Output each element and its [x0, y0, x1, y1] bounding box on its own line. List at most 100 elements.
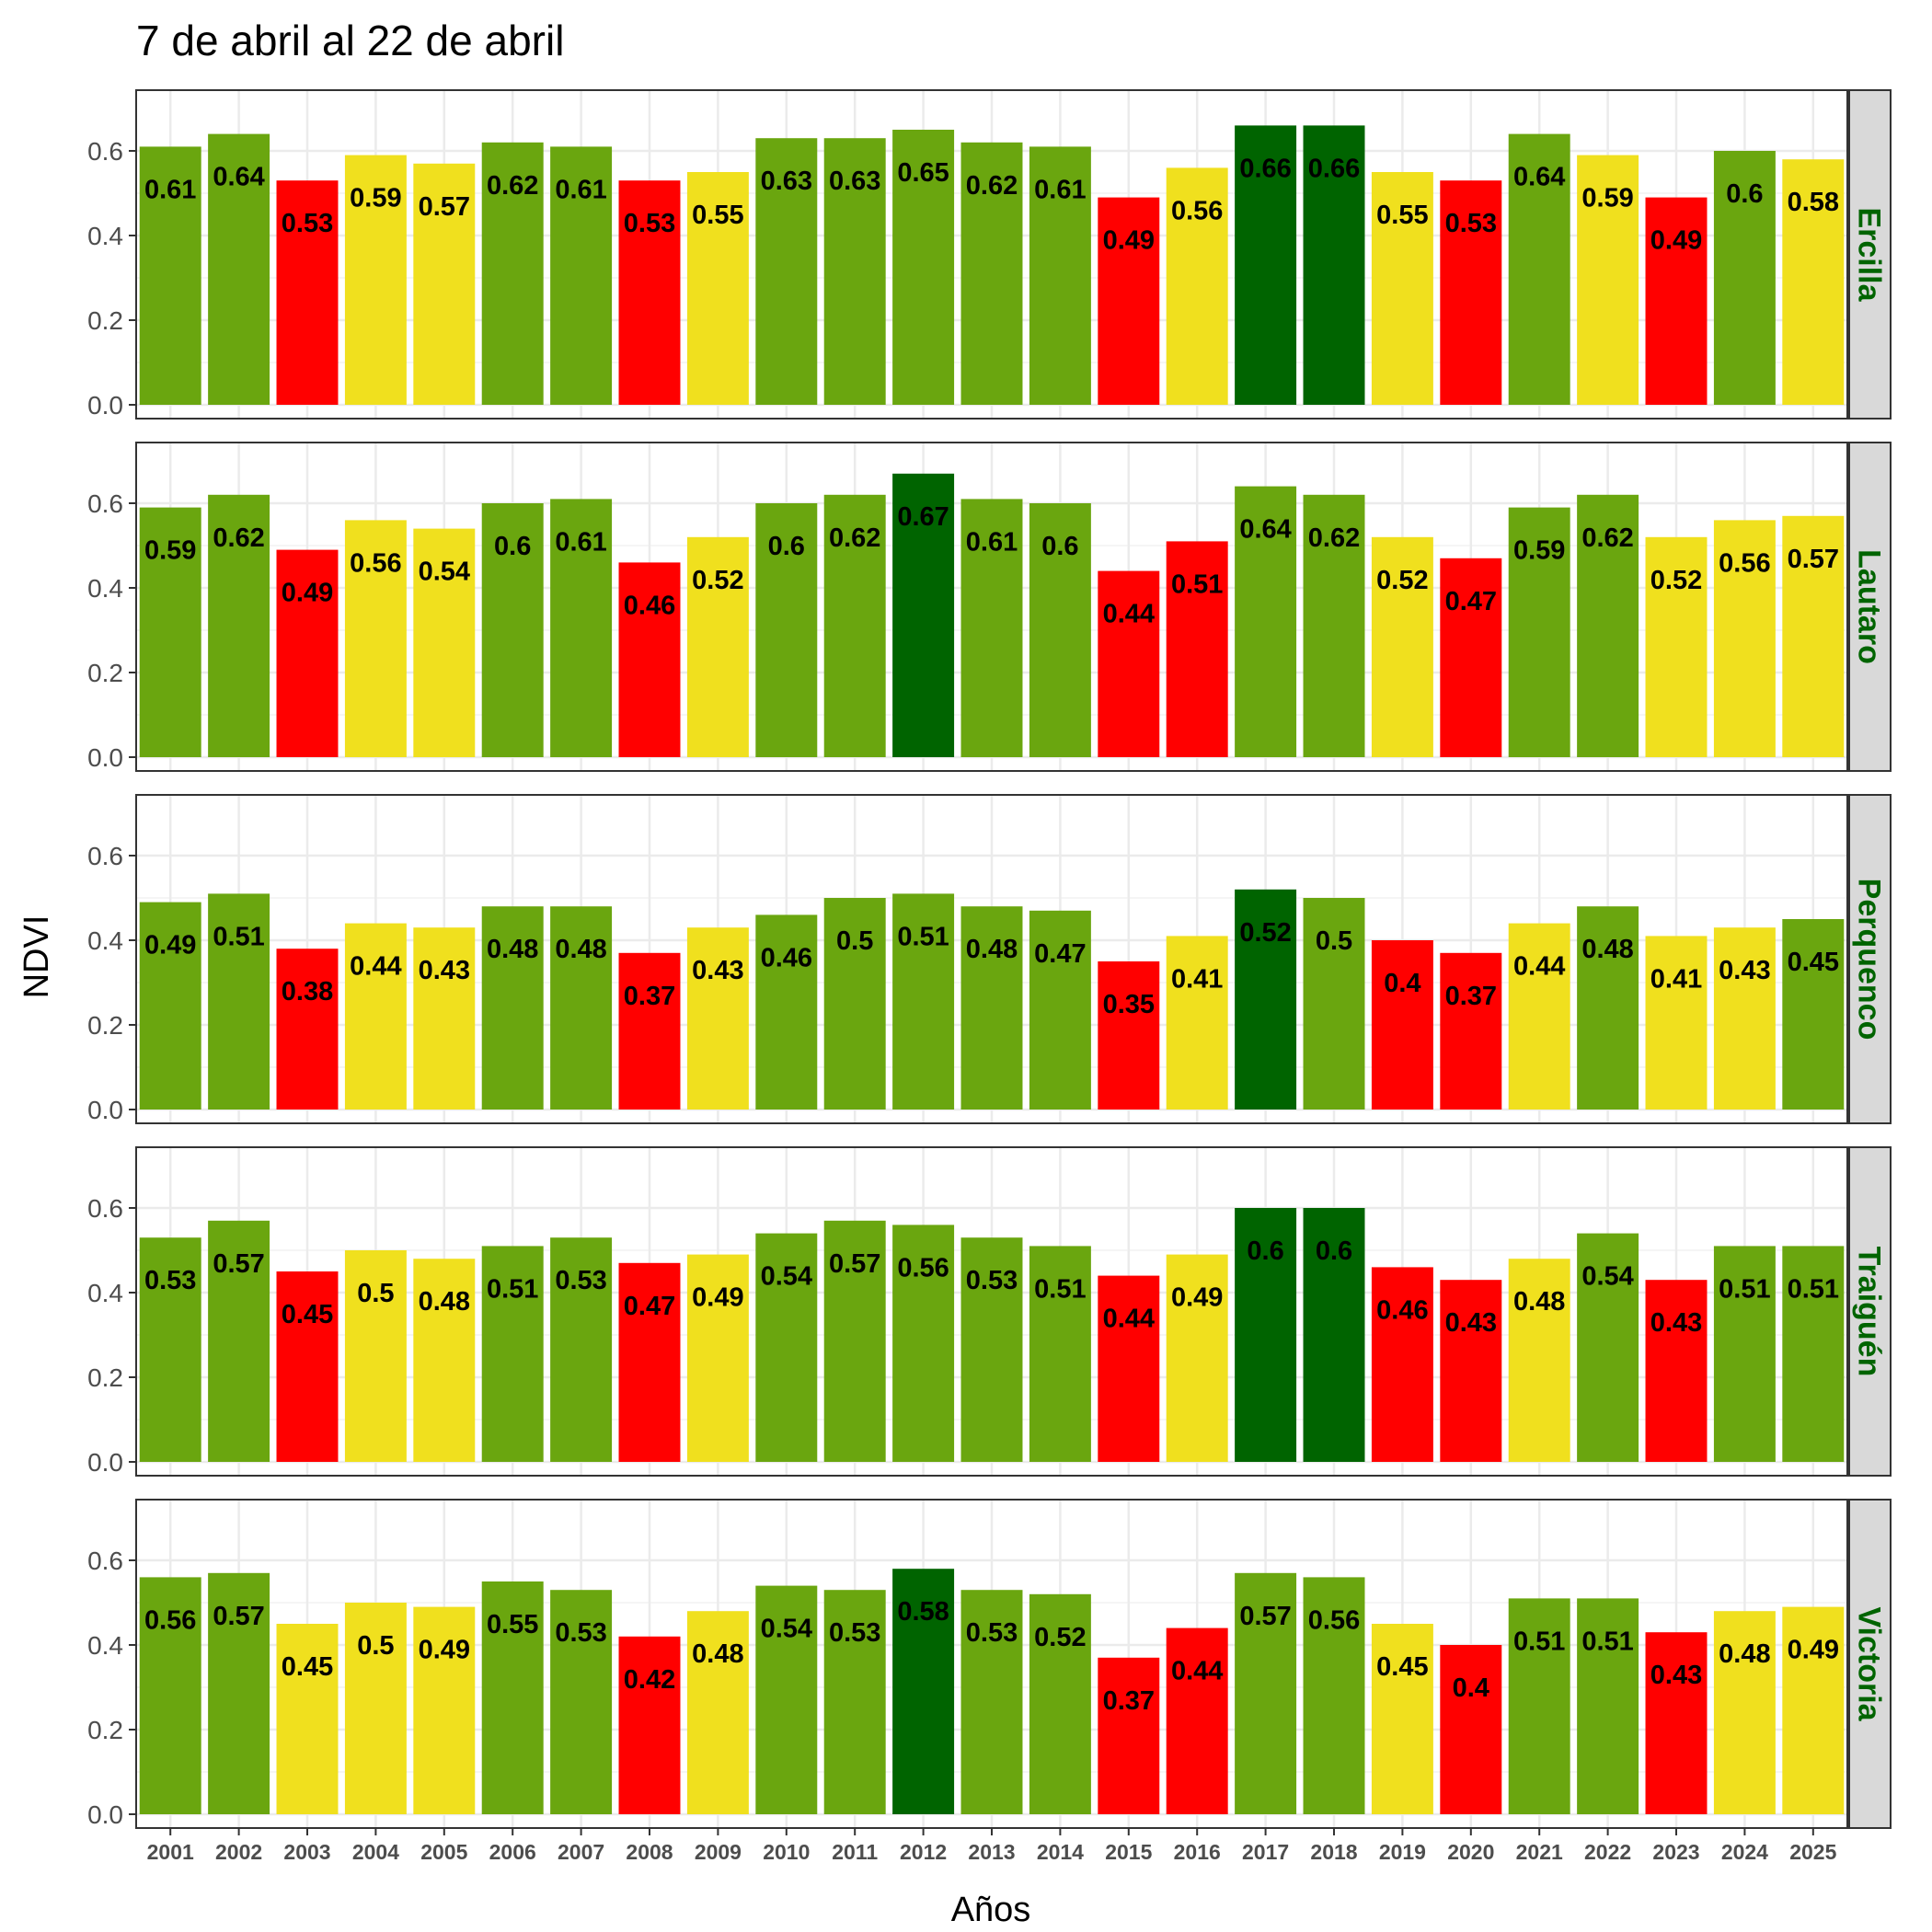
bar: [1235, 889, 1297, 1110]
bar: [208, 494, 270, 757]
bar-value-label: 0.46: [761, 943, 812, 972]
bar: [823, 494, 886, 757]
facet-strip: [1848, 442, 1892, 772]
bar-value-label: 0.57: [419, 192, 470, 222]
bar-value-label: 0.41: [1650, 964, 1702, 994]
bar-value-label: 0.43: [1445, 1308, 1497, 1338]
bar: [344, 1603, 407, 1814]
y-tick-label: 0.0: [87, 1448, 123, 1477]
bar-value-label: 0.46: [624, 591, 675, 620]
bar: [139, 1237, 201, 1462]
bar-value-label: 0.6: [1726, 179, 1763, 209]
bar: [1029, 1593, 1091, 1814]
facet-strip-label: Traiguén: [1852, 1247, 1887, 1377]
bar-value-label: 0.67: [897, 502, 949, 532]
bar: [823, 138, 886, 405]
bar: [1577, 155, 1639, 405]
bar: [823, 1590, 886, 1814]
bar: [413, 1606, 476, 1814]
bar: [1508, 1259, 1570, 1462]
bar: [1782, 515, 1845, 757]
bar-value-label: 0.61: [144, 175, 196, 204]
bar: [823, 1220, 886, 1462]
bar: [1508, 133, 1570, 405]
bar-value-label: 0.56: [144, 1605, 196, 1635]
bar: [1440, 1645, 1502, 1814]
facet-panel: 0.0 0.2 0.4 0.6 0.59 0.62 0.49 0.56 0.54 0.6 0.61 0…: [87, 442, 1892, 772]
chart-title: 7 de abril al 22 de abril: [136, 17, 564, 64]
bar: [1098, 570, 1160, 757]
panel-border: [135, 1146, 1848, 1477]
bar: [1645, 936, 1708, 1110]
bar: [1782, 1246, 1845, 1462]
bar: [892, 1569, 955, 1814]
bar: [1713, 1246, 1776, 1462]
bar-value-label: 0.56: [350, 548, 401, 578]
facet-strip: [1848, 794, 1892, 1124]
bar-value-label: 0.59: [1513, 536, 1565, 566]
bar: [960, 1590, 1023, 1814]
bar: [139, 1577, 201, 1814]
bar-value-label: 0.5: [357, 1631, 394, 1661]
panel-border: [135, 89, 1848, 420]
y-tick-label: 0.4: [87, 222, 123, 250]
bar-value-label: 0.51: [213, 922, 264, 951]
bar: [550, 1590, 613, 1814]
bar: [892, 130, 955, 405]
bar: [1577, 494, 1639, 757]
bar: [208, 133, 270, 405]
bar-value-label: 0.57: [213, 1249, 264, 1279]
bar-value-label: 0.62: [966, 171, 1018, 201]
bar-value-label: 0.55: [1376, 201, 1428, 230]
bar-value-label: 0.48: [419, 1287, 470, 1317]
bar: [618, 1262, 681, 1462]
bar-value-label: 0.52: [1034, 1623, 1086, 1652]
bar: [208, 893, 270, 1110]
bar: [1371, 536, 1433, 757]
bar-value-label: 0.49: [1171, 1283, 1223, 1313]
x-tick-label: 2005: [420, 1840, 467, 1864]
bar-value-label: 0.48: [692, 1639, 743, 1669]
bar-value-label: 0.57: [1239, 1602, 1291, 1631]
bar: [618, 1636, 681, 1814]
bar-value-label: 0.45: [282, 1652, 333, 1682]
bar-value-label: 0.46: [1376, 1295, 1428, 1325]
bar-value-label: 0.43: [1650, 1661, 1702, 1690]
facet-strip-label: Lautaro: [1852, 549, 1887, 664]
bar-value-label: 0.37: [624, 982, 675, 1011]
x-tick-label: 2022: [1584, 1840, 1631, 1864]
bar-value-label: 0.57: [829, 1249, 880, 1279]
bar: [1166, 1254, 1228, 1462]
bar-value-label: 0.53: [555, 1618, 606, 1648]
panel-border: [135, 442, 1848, 772]
facet-panel: 0.0 0.2 0.4 0.6 0.49 0.51 0.38 0.44 0.43 0.48 0.48…: [87, 794, 1892, 1124]
bar-value-label: 0.37: [1103, 1686, 1155, 1716]
y-tick-label: 0.4: [87, 926, 123, 955]
bar: [1303, 1577, 1365, 1814]
bar: [1029, 910, 1091, 1110]
bar: [1371, 940, 1433, 1110]
bar-value-label: 0.66: [1239, 154, 1291, 183]
bar: [1782, 919, 1845, 1110]
bar: [960, 499, 1023, 757]
bar: [481, 1581, 544, 1814]
bar-value-label: 0.44: [1513, 952, 1565, 982]
bar-value-label: 0.43: [692, 956, 743, 985]
bar: [1371, 1624, 1433, 1814]
bar-value-label: 0.49: [1103, 226, 1155, 256]
bar: [755, 138, 818, 405]
bar: [1029, 1246, 1091, 1462]
x-tick-label: 2012: [900, 1840, 947, 1864]
x-tick-label: 2021: [1516, 1840, 1563, 1864]
bar: [139, 146, 201, 405]
bar-value-label: 0.49: [692, 1283, 743, 1313]
bar-value-label: 0.54: [761, 1262, 812, 1292]
bar-value-label: 0.61: [555, 527, 606, 557]
bar-value-label: 0.62: [213, 523, 264, 553]
bar: [1166, 1627, 1228, 1814]
x-tick-label: 2017: [1242, 1840, 1289, 1864]
bar-value-label: 0.49: [144, 931, 196, 960]
bar: [1235, 1208, 1297, 1462]
x-tick-label: 2015: [1105, 1840, 1152, 1864]
bar-value-label: 0.45: [1788, 948, 1839, 977]
